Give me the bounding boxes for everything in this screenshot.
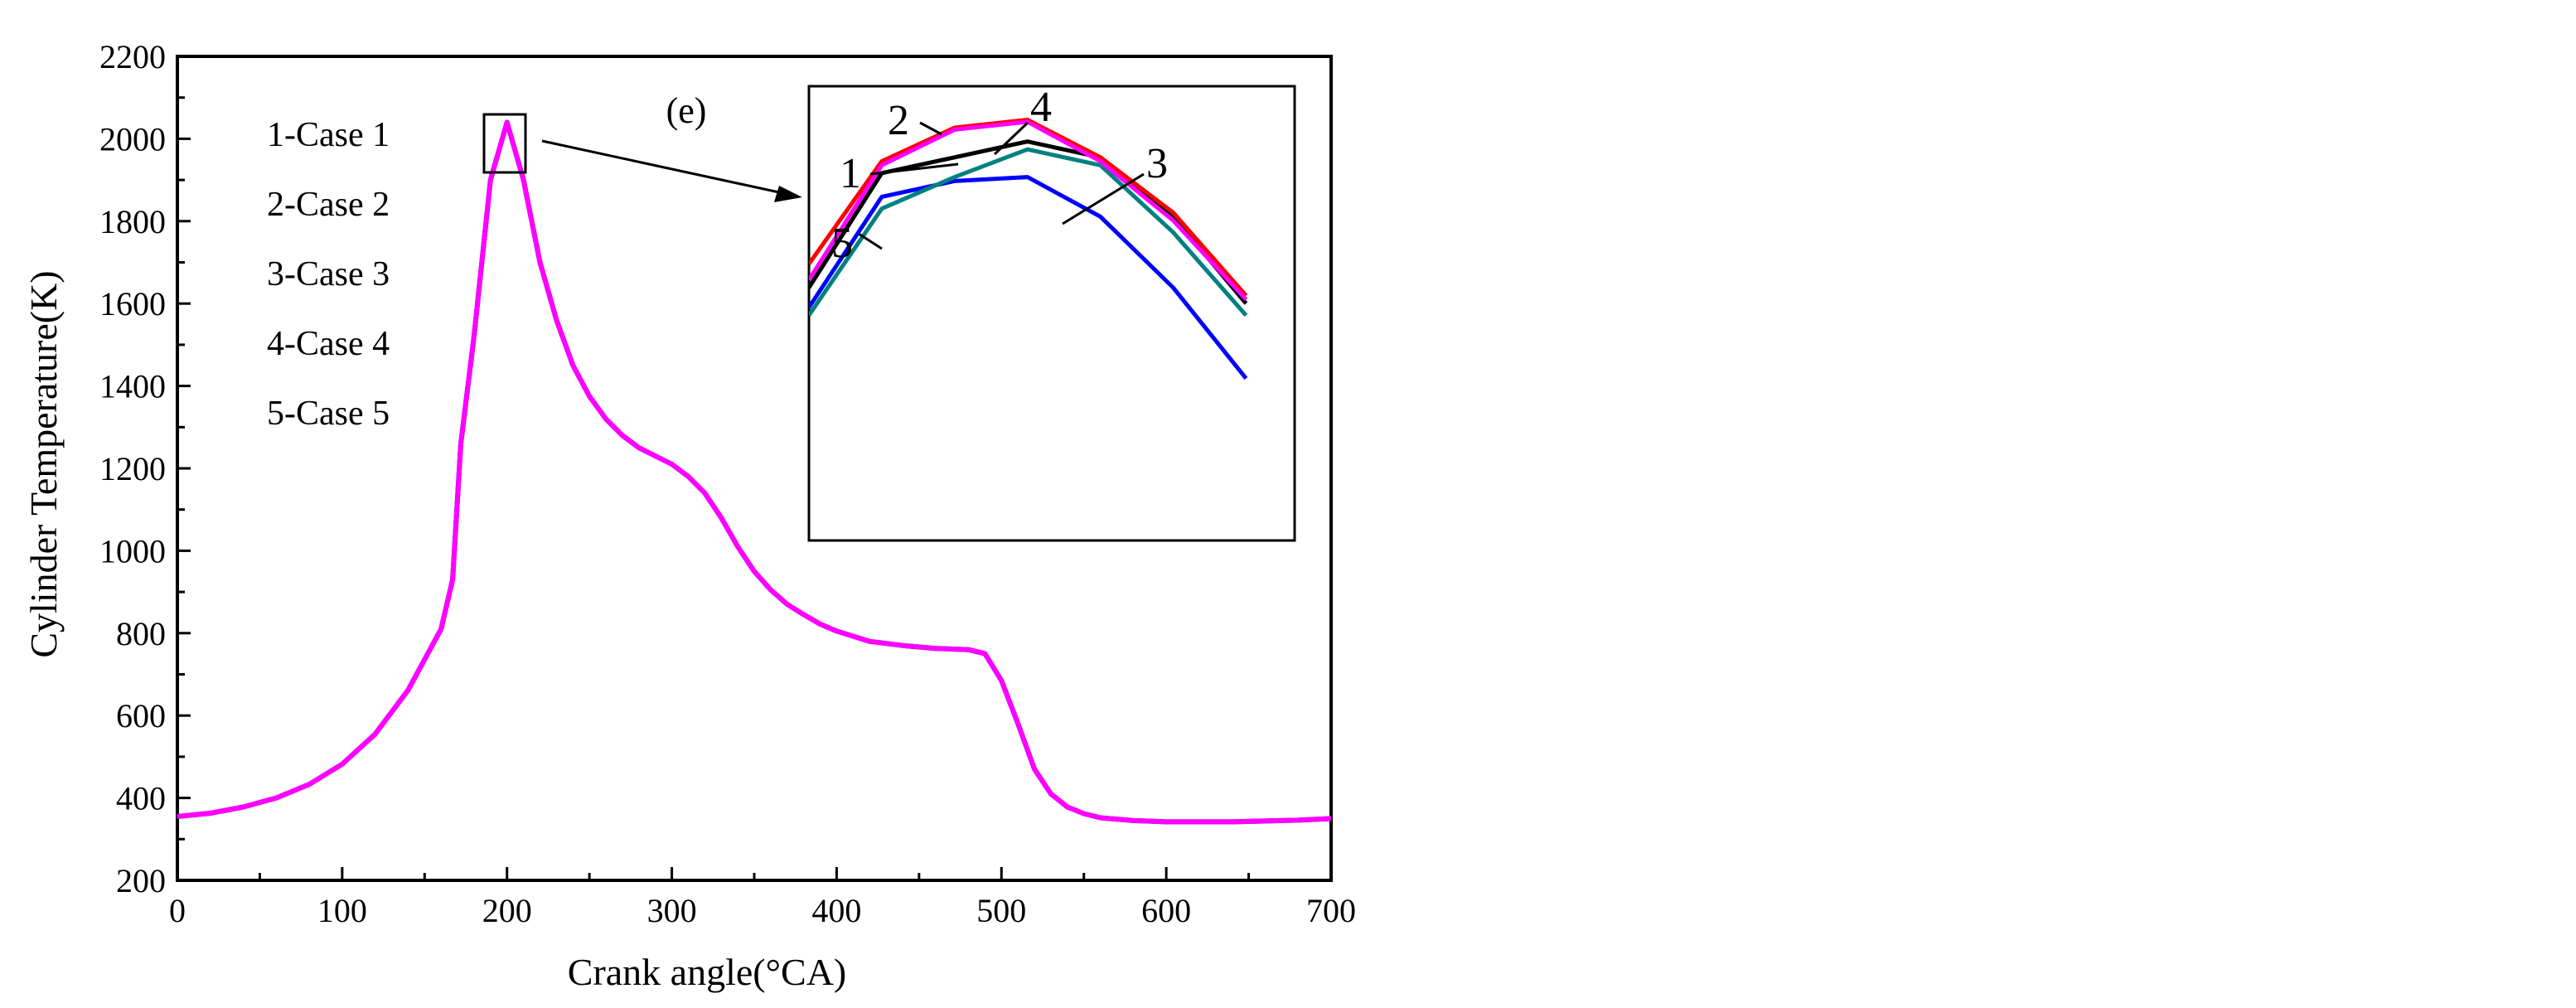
x-axis: 0 100 200 300 400 500 600 700	[169, 867, 1356, 929]
y-axis: 200 400 600 800 1000 1200 1400 1600 1800 2000 2200	[99, 38, 191, 899]
inset-pointer-lines	[858, 121, 1145, 250]
legend-item-case-5: 5-Case 5	[267, 395, 390, 433]
temperature-curves	[177, 119, 1332, 825]
zoom-region-box	[482, 113, 527, 174]
x-tick-label: 400	[811, 892, 861, 929]
x-tick-label: 700	[1306, 892, 1356, 929]
pointer-line-1	[869, 162, 959, 176]
zoom-arrow-shaft	[541, 139, 780, 194]
pointer-line-3	[1062, 172, 1145, 225]
y-tick-label: 1800	[99, 203, 166, 240]
pointer-line-5	[858, 232, 883, 250]
y-tick-label: 1400	[99, 368, 166, 405]
y-tick-label: 2200	[99, 38, 166, 75]
inset-label-3: 3	[1146, 140, 1168, 187]
legend-item-case-3: 3-Case 3	[267, 255, 390, 293]
legend-item-case-4: 4-Case 4	[267, 325, 390, 363]
inset-label-5: 5	[831, 220, 853, 267]
y-axis-title: Cylinder Temperature(K)	[22, 270, 65, 657]
panel-label: (e)	[666, 90, 707, 131]
legend-item-case-2: 2-Case 2	[267, 186, 390, 224]
zoom-inset: 1 2 3 4 5	[807, 84, 1296, 542]
zoom-arrow-head	[774, 186, 802, 202]
y-tick-label: 600	[116, 697, 166, 734]
x-axis-title: Crank angle(°CA)	[568, 951, 846, 993]
legend-item-case-1: 1-Case 1	[267, 116, 390, 154]
inset-label-4: 4	[1030, 84, 1052, 131]
inset-series-3	[809, 175, 1248, 380]
y-tick-label: 200	[116, 862, 166, 899]
legend: 1-Case 1 2-Case 2 3-Case 3 4-Case 4 5-Ca…	[267, 116, 390, 433]
inset-curves	[809, 118, 1248, 380]
y-tick-label: 1000	[99, 532, 166, 569]
x-tick-label: 100	[317, 892, 367, 929]
x-tick-label: 600	[1141, 892, 1191, 929]
y-tick-label: 400	[116, 780, 166, 817]
y-tick-label: 1600	[99, 285, 166, 322]
pointer-line-4	[993, 121, 1029, 156]
inset-series-4	[809, 147, 1248, 317]
inset-label-2: 2	[888, 97, 909, 144]
pointer-line-2	[919, 121, 942, 136]
x-tick-label: 300	[647, 892, 697, 929]
y-tick-label: 1200	[99, 450, 166, 487]
series-line-case-5	[177, 119, 1332, 825]
x-tick-label: 200	[482, 892, 532, 929]
y-tick-label: 2000	[99, 120, 166, 158]
inset-label-1: 1	[840, 150, 861, 197]
inset-series-5	[809, 119, 1248, 301]
x-tick-label: 0	[169, 892, 186, 929]
x-tick-label: 500	[976, 892, 1026, 929]
y-tick-label: 800	[116, 615, 166, 652]
